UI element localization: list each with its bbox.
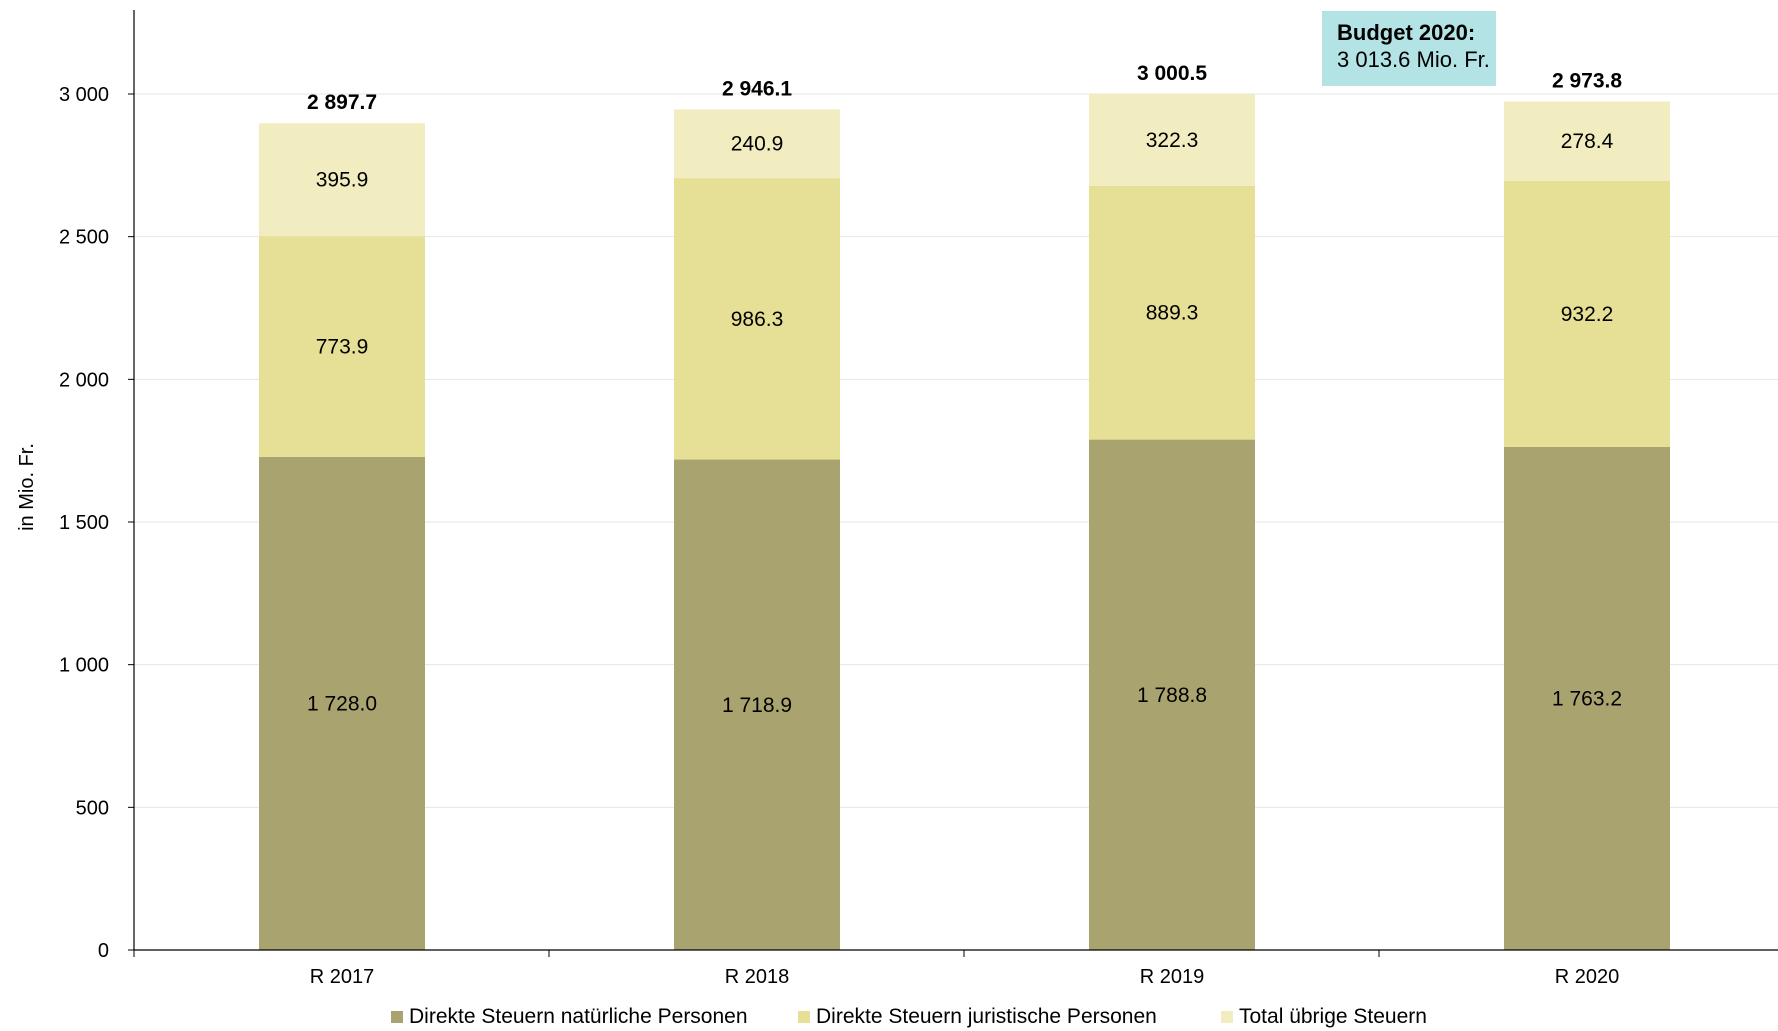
legend-swatch: [391, 1011, 403, 1023]
y-tick-label: 2 000: [59, 369, 109, 391]
data-labels: 1 728.0 773.9 395.9 2 897.7 1 718.9 986.3 240.…: [307, 62, 1622, 717]
legend-item: Direkte Steuern natürliche Personen: [391, 1005, 748, 1029]
bar-segment: [259, 456, 425, 950]
y-tick-label: 1 500: [59, 512, 109, 534]
y-tick-label: 1 000: [59, 655, 109, 677]
total-value-label: 2 973.8: [1552, 69, 1622, 92]
segment-value-label: 932.2: [1561, 303, 1614, 326]
x-tick-label: R 2017: [310, 966, 375, 988]
legend-swatch: [1221, 1011, 1233, 1023]
bar-stacks: [259, 93, 1670, 950]
bar-segment: [674, 109, 840, 179]
legend-item: Direkte Steuern juristische Personen: [798, 1005, 1157, 1029]
total-value-label: 2 946.1: [722, 77, 792, 100]
bar-segment: [1504, 180, 1670, 447]
segment-value-label: 395.9: [316, 169, 369, 192]
legend-label: Direkte Steuern juristische Personen: [816, 1005, 1157, 1028]
bar-segment: [1504, 101, 1670, 181]
bar-segment: [1089, 185, 1255, 440]
y-tick-label: 500: [76, 797, 109, 819]
segment-value-label: 1 718.9: [722, 694, 792, 717]
x-tick-label: R 2019: [1140, 966, 1205, 988]
bar-segment: [674, 459, 840, 950]
legend-swatch: [798, 1011, 810, 1023]
segment-value-label: 1 728.0: [307, 692, 377, 715]
axes: 0 500 1 000 1 500 2 000 2 500 3 000 R 2017 R 201…: [59, 10, 1778, 988]
bar-segment: [674, 178, 840, 460]
y-tick-label: 3 000: [59, 84, 109, 106]
bar-segment: [1089, 93, 1255, 186]
segment-value-label: 322.3: [1146, 129, 1199, 152]
bar-segment: [259, 123, 425, 237]
budget-annotation-value: 3 013.6 Mio. Fr.: [1337, 47, 1490, 72]
legend-item: Total übrige Steuern: [1221, 1005, 1427, 1029]
y-tick-label: 0: [98, 940, 109, 962]
segment-value-label: 1 788.8: [1137, 684, 1207, 707]
bar-segment: [259, 236, 425, 457]
x-tick-label: R 2020: [1555, 966, 1620, 988]
y-axis-title: in Mio. Fr.: [16, 443, 38, 531]
total-value-label: 3 000.5: [1137, 62, 1207, 85]
x-tick-label: R 2018: [725, 966, 790, 988]
bar-segment: [1089, 439, 1255, 950]
segment-value-label: 1 763.2: [1552, 687, 1622, 710]
legend-label: Direkte Steuern natürliche Personen: [409, 1005, 748, 1028]
budget-annotation: Budget 2020: 3 013.6 Mio. Fr.: [1322, 11, 1496, 86]
total-value-label: 2 897.7: [307, 91, 377, 114]
segment-value-label: 773.9: [316, 336, 369, 359]
y-tick-label: 2 500: [59, 227, 109, 249]
segment-value-label: 240.9: [731, 133, 784, 156]
bar-segment: [1504, 446, 1670, 950]
segment-value-label: 986.3: [731, 308, 784, 331]
legend-label: Total übrige Steuern: [1239, 1005, 1427, 1028]
segment-value-label: 889.3: [1146, 302, 1199, 325]
legend: Direkte Steuern natürliche Personen Direk…: [0, 1005, 1778, 1031]
budget-annotation-title: Budget 2020:: [1337, 20, 1476, 45]
segment-value-label: 278.4: [1561, 130, 1614, 153]
